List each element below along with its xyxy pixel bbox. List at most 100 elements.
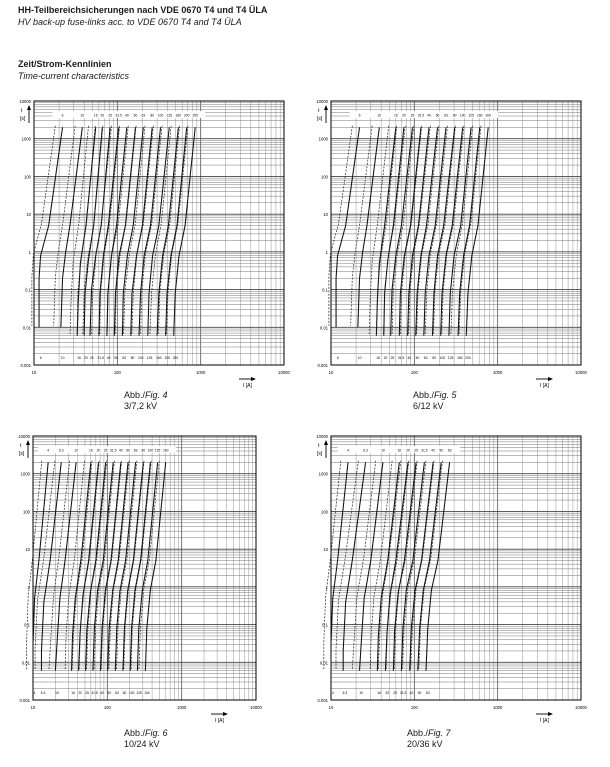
curve-50 xyxy=(113,127,136,336)
rating-label-bottom: 40 xyxy=(408,356,412,360)
curve-63 xyxy=(425,462,451,671)
y-tick-label: 0.01 xyxy=(320,660,329,665)
curve-25 xyxy=(392,462,417,671)
y-tick-label: 10 xyxy=(25,547,30,552)
y-axis-arrowhead xyxy=(26,440,30,445)
y-axis-unit: [s] xyxy=(317,116,323,122)
curve-80 xyxy=(122,462,144,671)
curve-min-4 xyxy=(26,460,43,670)
y-tick-label: 0.01 xyxy=(22,660,31,665)
x-axis-arrowhead xyxy=(251,377,256,381)
section-subtitle: Time-current characteristics xyxy=(18,71,129,81)
curve-min-10 xyxy=(350,125,373,326)
y-tick-label: 10000 xyxy=(19,99,31,104)
curve-min-16 xyxy=(369,460,393,670)
rating-label-top: 40 xyxy=(427,114,431,118)
rating-label-top: 50 xyxy=(436,114,440,118)
rating-label-bottom: 63 xyxy=(424,356,428,360)
rating-label-bottom: 31.5 xyxy=(91,691,98,695)
rating-label-top: 6 xyxy=(359,114,361,118)
rating-label-bottom: 6 xyxy=(40,356,42,360)
caption-fig6-voltage: 10/24 kV xyxy=(124,739,160,749)
curve-10 xyxy=(60,127,83,328)
ratings-top-strip xyxy=(38,446,176,453)
curve-min-160 xyxy=(450,125,473,335)
rating-label-top: 20 xyxy=(402,114,406,118)
curve-6 xyxy=(335,127,361,328)
x-axis-label: I [A] xyxy=(243,383,253,389)
rating-label-top: 4 xyxy=(47,449,49,453)
curve-min-80 xyxy=(123,125,146,335)
caption-fig4-voltage: 3/7,2 kV xyxy=(124,401,158,411)
rating-label-top: 20 xyxy=(406,449,410,453)
y-tick-label: 1000 xyxy=(22,137,32,142)
y-axis-label: t xyxy=(20,443,22,449)
rating-label-top: 10 xyxy=(377,114,381,118)
rating-label-bottom: 16 xyxy=(71,691,75,695)
rating-label-bottom: 10 xyxy=(358,356,362,360)
rating-label-top: 25 xyxy=(104,449,108,453)
y-axis-arrowhead xyxy=(27,105,31,110)
rating-label-bottom: 20 xyxy=(384,356,388,360)
curve-80 xyxy=(431,127,456,336)
plot-frame xyxy=(330,435,582,701)
rating-label-bottom: 16 xyxy=(377,691,381,695)
curve-min-160 xyxy=(138,460,160,670)
caption-fig7-label: Abb./Fig. 7 xyxy=(407,728,451,738)
x-tick-label: 10 xyxy=(329,370,334,375)
curve-min-50 xyxy=(100,460,122,670)
rating-label-top: 125 xyxy=(155,449,161,453)
rating-label-bottom: 125 xyxy=(147,356,153,360)
curve-16 xyxy=(71,462,92,671)
curve-min-100 xyxy=(131,125,154,335)
x-axis-arrowhead xyxy=(548,377,553,381)
rating-label-top: 6.3 xyxy=(59,449,64,453)
curve-min-25 xyxy=(383,125,406,335)
rating-label-bottom: 50 xyxy=(418,691,422,695)
curve-125 xyxy=(136,462,159,671)
curve-6.3 xyxy=(342,462,367,671)
x-axis-arrowhead xyxy=(548,712,553,716)
rating-label-top: 125 xyxy=(167,114,173,118)
curve-min-31.5 xyxy=(91,125,112,335)
rating-label-top: 16 xyxy=(94,114,98,118)
x-axis-arrowhead xyxy=(223,712,228,716)
caption-fig4: Abb./Fig. 4 3/7,2 kV xyxy=(124,390,168,412)
rating-label-top: 80 xyxy=(150,114,154,118)
curve-6.3 xyxy=(40,462,62,671)
x-tick-label: 10000 xyxy=(278,370,290,375)
rating-label-bottom: 100 xyxy=(440,356,446,360)
rating-label-bottom: 160 xyxy=(144,691,150,695)
x-tick-label: 100 xyxy=(114,370,122,375)
page-title: HH-Teilbereichsicherungen nach VDE 0670 … xyxy=(18,5,268,15)
rating-label-top: 6.3 xyxy=(363,449,368,453)
curve-63 xyxy=(114,462,137,671)
y-tick-label: 10 xyxy=(26,212,31,217)
rating-label-top: 160 xyxy=(477,114,483,118)
rating-label-top: 250 xyxy=(192,114,198,118)
y-tick-label: 100 xyxy=(23,509,31,514)
y-tick-label: 100 xyxy=(321,509,329,514)
rating-label-bottom: 6.3 xyxy=(343,691,348,695)
x-tick-label: 1000 xyxy=(177,705,187,710)
curve-50 xyxy=(415,127,439,336)
rating-label-bottom: 40 xyxy=(107,356,111,360)
rating-label-top: 25 xyxy=(411,114,415,118)
rating-label-top: 10 xyxy=(80,114,84,118)
rating-label-bottom: 80 xyxy=(432,356,436,360)
rating-label-top: 31.5 xyxy=(110,449,117,453)
x-tick-label: 1000 xyxy=(493,705,503,710)
rating-label-top: 25 xyxy=(108,114,112,118)
curve-min-125 xyxy=(130,460,152,670)
curve-100 xyxy=(129,462,151,671)
x-axis-label: I [A] xyxy=(540,383,550,389)
curve-min-125 xyxy=(441,125,465,335)
rating-label-bottom: 125 xyxy=(448,356,454,360)
y-tick-label: 1000 xyxy=(319,472,329,477)
x-tick-label: 10000 xyxy=(250,705,262,710)
curve-4 xyxy=(32,462,49,671)
rating-label-bottom: 16 xyxy=(77,356,81,360)
curve-40 xyxy=(409,462,434,671)
rating-label-top: 63 xyxy=(444,114,448,118)
